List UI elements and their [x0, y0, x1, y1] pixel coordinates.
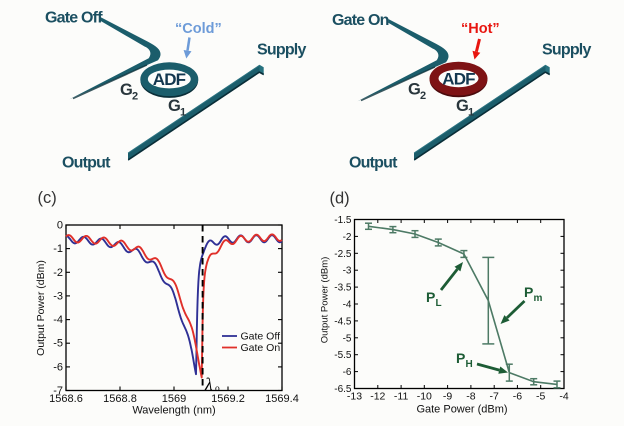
svg-text:-13: -13: [347, 391, 362, 403]
svg-text:-8: -8: [466, 391, 475, 403]
svg-text:2: 2: [420, 90, 426, 102]
svg-text:1568.6: 1568.6: [49, 393, 83, 405]
svg-text:(c): (c): [38, 189, 57, 207]
svg-text:-6: -6: [513, 391, 522, 403]
svg-text:0: 0: [57, 220, 63, 232]
svg-text:Output: Output: [62, 155, 111, 172]
svg-text:Supply: Supply: [542, 42, 591, 59]
svg-text:G: G: [168, 97, 181, 115]
svg-text:-2: -2: [53, 267, 63, 279]
svg-text:Gate On: Gate On: [332, 12, 389, 29]
svg-text:-5.5: -5.5: [334, 350, 352, 361]
svg-text:Wavelength (nm): Wavelength (nm): [132, 405, 215, 417]
svg-text:Gate Power (dBm): Gate Power (dBm): [416, 404, 507, 416]
svg-text:Output: Output: [349, 155, 398, 172]
svg-text:1568.8: 1568.8: [103, 393, 137, 405]
svg-text:Supply: Supply: [257, 42, 306, 59]
svg-text:-6.5: -6.5: [334, 384, 352, 395]
svg-text:-4: -4: [343, 300, 352, 311]
svg-text:-1.5: -1.5: [334, 215, 352, 226]
svg-text:2: 2: [132, 91, 138, 103]
svg-text:1: 1: [180, 107, 186, 119]
svg-text:P: P: [426, 289, 435, 305]
svg-text:P: P: [524, 284, 533, 300]
svg-text:-10: -10: [417, 391, 432, 403]
svg-text:L: L: [436, 298, 442, 309]
svg-text:-2.5: -2.5: [334, 249, 352, 260]
svg-text:m: m: [534, 293, 543, 304]
svg-text:G: G: [408, 81, 421, 99]
svg-text:ADF: ADF: [153, 70, 186, 89]
svg-text:-6: -6: [343, 367, 352, 378]
svg-text:-1: -1: [53, 243, 63, 255]
svg-text:λ: λ: [204, 374, 213, 394]
svg-text:-5: -5: [536, 391, 545, 403]
svg-text:Gate Off: Gate Off: [241, 331, 281, 343]
svg-text:H: H: [466, 359, 473, 370]
svg-text:1569.2: 1569.2: [211, 393, 245, 405]
svg-text:Output Power (dBm): Output Power (dBm): [35, 260, 47, 356]
svg-text:1: 1: [468, 107, 474, 119]
svg-text:-3: -3: [53, 290, 63, 302]
svg-text:-2: -2: [343, 232, 352, 243]
svg-text:-5: -5: [343, 333, 352, 344]
svg-text:-4: -4: [53, 314, 63, 326]
svg-text:G: G: [120, 81, 133, 99]
svg-text:-3: -3: [343, 266, 352, 277]
svg-text:“Hot”: “Hot”: [461, 21, 500, 37]
svg-text:-7: -7: [490, 391, 499, 403]
svg-text:Gate On: Gate On: [241, 342, 281, 354]
svg-text:G: G: [456, 97, 469, 115]
svg-text:P: P: [456, 350, 465, 366]
svg-text:-5: -5: [53, 338, 63, 350]
svg-text:-4.5: -4.5: [334, 316, 352, 327]
svg-text:-6: -6: [53, 361, 63, 373]
svg-text:-9: -9: [443, 391, 452, 403]
svg-text:-4: -4: [559, 391, 568, 403]
svg-text:Gate Off: Gate Off: [45, 10, 103, 27]
svg-text:(d): (d): [330, 190, 350, 208]
svg-text:“Cold”: “Cold”: [175, 21, 222, 37]
svg-text:-11: -11: [394, 391, 409, 403]
svg-text:1569.4: 1569.4: [265, 393, 299, 405]
svg-text:Output Power (dBm): Output Power (dBm): [320, 257, 331, 344]
svg-text:-3.5: -3.5: [334, 283, 352, 294]
svg-text:-7: -7: [53, 385, 63, 397]
svg-text:-12: -12: [370, 391, 385, 403]
svg-text:1569: 1569: [162, 393, 186, 405]
svg-text:ADF: ADF: [442, 70, 475, 89]
svg-text:o: o: [215, 384, 220, 394]
